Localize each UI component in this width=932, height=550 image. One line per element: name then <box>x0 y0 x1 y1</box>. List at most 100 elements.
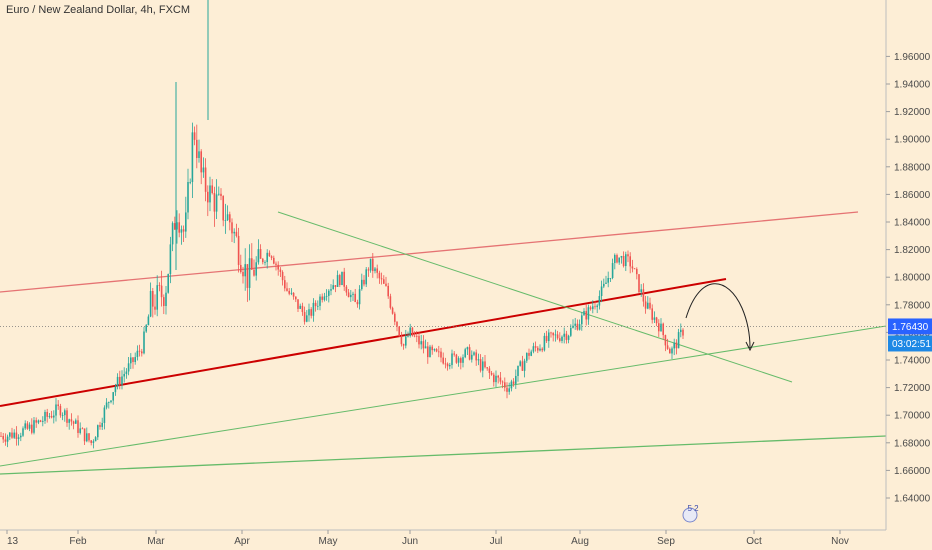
candle-body-167 <box>367 269 370 271</box>
candle-body-162 <box>356 302 359 305</box>
candle-body-98 <box>215 194 218 212</box>
y-tick-label-16: 1.96000 <box>894 52 931 63</box>
candle-body-276 <box>607 278 609 283</box>
candle-body-229 <box>504 382 506 388</box>
candle-body-58 <box>127 363 130 372</box>
base-green-line <box>0 435 887 475</box>
candle-body-285 <box>627 254 629 257</box>
candle-body-61 <box>134 357 136 363</box>
candle-body-296 <box>651 308 653 320</box>
countdown-label: 03:02:51 <box>892 339 931 350</box>
candle-body-246 <box>541 348 543 351</box>
y-tick-label-8: 1.80000 <box>894 273 931 284</box>
candle-body-248 <box>545 335 548 342</box>
candle-body-138 <box>303 312 306 322</box>
x-tick-label-5: Jun <box>402 536 418 547</box>
candle-body-26 <box>57 404 59 407</box>
candle-body-209 <box>460 358 462 363</box>
candle-body-71 <box>156 285 158 310</box>
candle-body-144 <box>317 305 319 307</box>
candle-body-17 <box>37 420 40 423</box>
candle-body-109 <box>240 264 242 272</box>
candle-body-290 <box>638 274 640 293</box>
candle-body-150 <box>330 289 332 291</box>
candle-body-171 <box>376 268 378 273</box>
y-tick-label-2: 1.68000 <box>894 438 931 449</box>
candle-body-105 <box>231 222 233 234</box>
candle-body-52 <box>114 386 117 393</box>
candle-body-103 <box>226 214 229 221</box>
candle-body-289 <box>636 268 638 275</box>
candle-body-260 <box>572 325 574 328</box>
candle-body-176 <box>387 285 389 297</box>
candle-body-291 <box>640 289 642 293</box>
candle-body-239 <box>526 352 528 361</box>
candle-body-163 <box>358 289 361 305</box>
candle-body-191 <box>420 341 422 345</box>
candle-body-288 <box>633 268 636 270</box>
candle-body-23 <box>50 415 53 418</box>
candle-body-253 <box>556 334 559 339</box>
candle-body-94 <box>207 191 209 203</box>
x-tick-label-1: Feb <box>69 536 87 547</box>
candle-body-13 <box>28 424 31 429</box>
candle-body-67 <box>147 316 150 326</box>
candle-body-8 <box>17 437 20 439</box>
candle-body-301 <box>662 323 664 336</box>
candle-body-101 <box>222 196 224 221</box>
candle-body-221 <box>486 367 488 369</box>
x-tick-label-0: 13 <box>7 536 19 547</box>
candle-body-87 <box>191 132 194 182</box>
candle-body-18 <box>39 420 42 422</box>
candle-body-245 <box>539 348 541 351</box>
y-tick-label-12: 1.88000 <box>894 162 931 173</box>
candle-body-82 <box>180 229 183 233</box>
candle-body-156 <box>343 271 345 287</box>
candle-body-99 <box>218 193 220 195</box>
x-tick-label-2: Mar <box>147 536 165 547</box>
candle-body-286 <box>629 256 631 267</box>
candle-body-78 <box>171 223 174 245</box>
candle-body-199 <box>438 351 440 353</box>
candle-body-95 <box>209 185 211 203</box>
candle-body-310 <box>682 329 684 336</box>
candle-body-1 <box>2 436 4 440</box>
candle-body-120 <box>264 262 266 263</box>
candle-body-25 <box>55 404 57 416</box>
x-tick-label-8: Sep <box>657 536 675 547</box>
candle-body-172 <box>378 272 381 279</box>
candle-body-272 <box>598 296 601 306</box>
candle-body-282 <box>620 256 623 258</box>
candle-body-284 <box>625 254 627 267</box>
candle-body-293 <box>644 301 647 309</box>
candle-body-133 <box>292 292 295 297</box>
candle-body-294 <box>647 302 649 309</box>
candle-body-74 <box>163 297 165 307</box>
candle-body-187 <box>411 327 414 336</box>
candle-body-46 <box>101 422 103 427</box>
candle-body-233 <box>512 381 515 384</box>
candle-body-104 <box>229 214 231 223</box>
candle-body-136 <box>299 305 301 309</box>
candle-body-42 <box>92 441 95 443</box>
candle-body-143 <box>314 302 317 307</box>
candle-body-100 <box>220 193 222 197</box>
candle-body-20 <box>44 411 46 421</box>
candle-body-274 <box>603 283 605 287</box>
candle-body-308 <box>677 332 680 349</box>
candle-body-127 <box>279 269 282 272</box>
candle-body-265 <box>583 311 585 316</box>
candle-body-14 <box>31 424 33 433</box>
candle-body-252 <box>554 334 557 336</box>
descending-green-line <box>277 211 793 383</box>
candle-body-146 <box>321 296 323 300</box>
y-tick-label-15: 1.94000 <box>894 80 931 91</box>
x-tick-label-4: May <box>319 536 338 547</box>
candle-body-53 <box>116 376 119 387</box>
candle-body-130 <box>286 288 288 291</box>
candle-body-238 <box>523 360 526 371</box>
candle-body-220 <box>484 361 486 368</box>
candle-body-157 <box>345 286 348 293</box>
candle-body-62 <box>136 350 139 358</box>
